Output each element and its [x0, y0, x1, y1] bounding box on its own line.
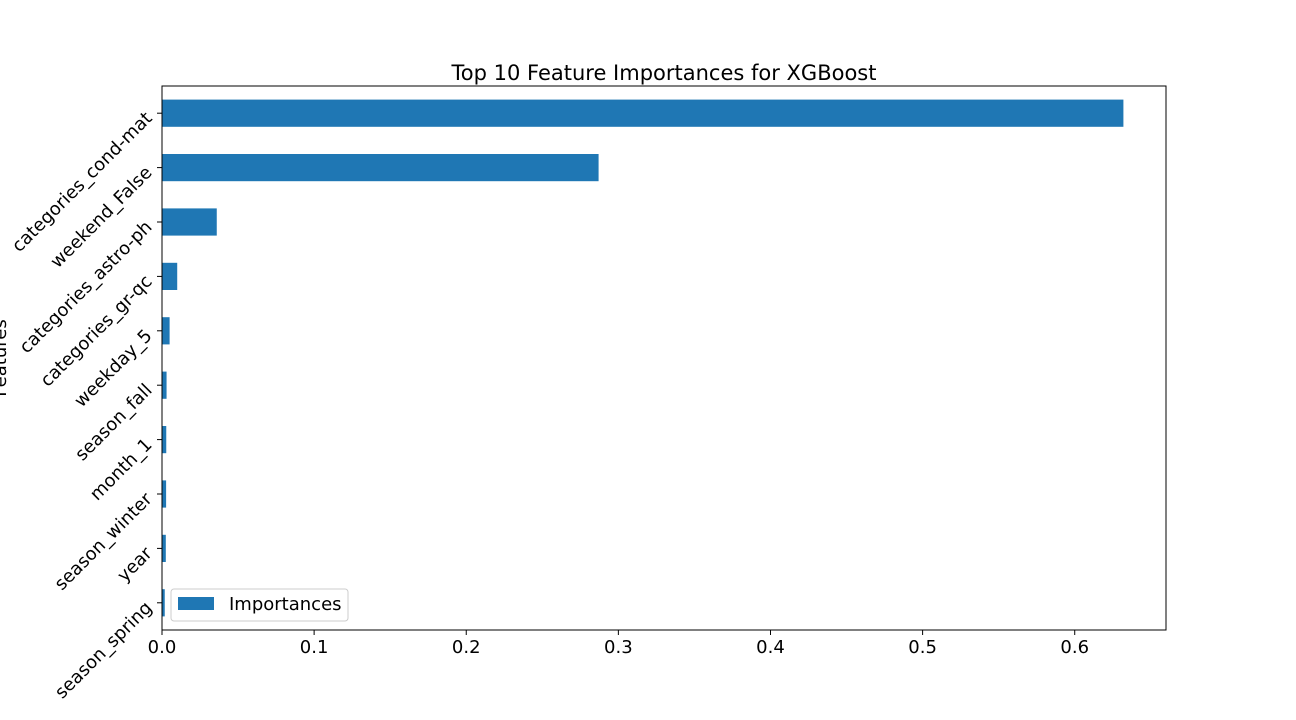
x-tick-label: 0.4 [756, 637, 785, 658]
legend: Importances [170, 588, 349, 622]
bar-categories_astro-ph [162, 208, 217, 236]
bar-year [162, 534, 166, 562]
y-tick-label: season_winter [51, 488, 157, 594]
chart-title: Top 10 Feature Importances for XGBoost [451, 61, 877, 85]
y-axis-label: Features [0, 319, 11, 396]
x-tick-label: 0.6 [1060, 637, 1089, 658]
bar-weekday_5 [162, 317, 170, 345]
legend-label: Importances [229, 594, 342, 615]
x-tick-label: 0.5 [908, 637, 937, 658]
bar-weekend_False [162, 154, 599, 182]
y-axis: categories_cond-matweekend_Falsecategori… [8, 108, 162, 703]
x-tick-label: 0.0 [148, 637, 177, 658]
legend-box [170, 588, 349, 622]
bar-categories_gr-qc [162, 262, 178, 290]
x-tick-label: 0.3 [604, 637, 633, 658]
legend-swatch [178, 597, 214, 610]
bar-categories_cond-mat [162, 99, 1124, 127]
plot-area [161, 85, 1167, 631]
y-tick-label: year [113, 543, 157, 587]
x-tick-label: 0.1 [300, 637, 329, 658]
bar-season_winter [162, 480, 167, 508]
x-axis: 0.0 0.1 0.2 0.3 0.4 0.5 0.6 [148, 630, 1089, 658]
bar-month_1 [162, 426, 167, 454]
bar-season_fall [162, 371, 167, 399]
x-tick-label: 0.2 [452, 637, 481, 658]
y-tick-label: season_spring [51, 597, 157, 703]
bars-group [162, 99, 1124, 617]
bar-season_spring [162, 589, 165, 617]
